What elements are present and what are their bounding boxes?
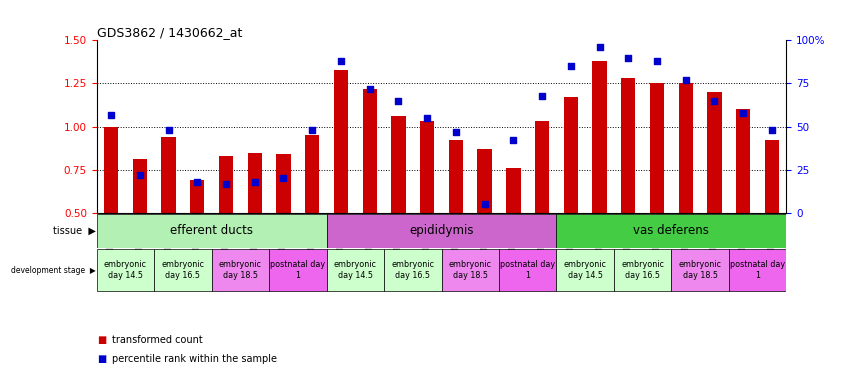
Point [191,179,204,185]
Point [305,127,319,133]
Point [363,86,377,92]
Bar [499,249,557,291]
Point [449,129,463,135]
Bar [362,89,377,213]
Text: postnatal day
1: postnatal day 1 [500,260,555,280]
Bar [277,154,291,213]
Bar [563,97,578,213]
Bar [614,249,671,291]
Point [277,175,290,182]
Bar [535,121,549,213]
Point [220,180,233,187]
Bar [219,156,233,213]
Point [478,201,491,207]
Bar [326,214,557,248]
Text: efferent ducts: efferent ducts [170,224,253,237]
Bar [478,149,492,213]
Bar [679,83,693,213]
Bar [621,78,636,213]
Point [104,111,118,118]
Bar [154,249,212,291]
Point [536,93,549,99]
Bar [190,180,204,213]
Bar [161,137,176,213]
Bar [764,141,779,213]
Text: embryonic
day 18.5: embryonic day 18.5 [219,260,262,280]
Bar [506,168,521,213]
Text: transformed count: transformed count [112,335,203,345]
Bar [592,61,606,213]
Text: embryonic
day 18.5: embryonic day 18.5 [449,260,492,280]
Bar [247,152,262,213]
Bar [557,249,614,291]
Text: epididymis: epididymis [410,224,473,237]
Text: embryonic
day 14.5: embryonic day 14.5 [334,260,377,280]
Bar [729,249,786,291]
Point [161,127,175,133]
Text: postnatal day
1: postnatal day 1 [730,260,785,280]
Point [679,77,692,83]
Text: ■: ■ [97,354,106,364]
Point [708,98,722,104]
Bar [384,249,442,291]
Point [650,58,664,64]
Bar [212,249,269,291]
Point [564,63,578,69]
Bar [326,249,384,291]
Text: ■: ■ [97,335,106,345]
Bar [671,249,729,291]
Point [392,98,405,104]
Point [133,172,146,178]
Text: percentile rank within the sample: percentile rank within the sample [112,354,277,364]
Point [765,127,779,133]
Text: embryonic
day 14.5: embryonic day 14.5 [104,260,147,280]
Point [334,58,347,64]
Point [621,55,635,61]
Bar [269,249,326,291]
Bar [133,159,147,213]
Text: vas deferens: vas deferens [633,224,709,237]
Point [737,110,750,116]
Point [506,137,520,144]
Bar [391,116,405,213]
Bar [97,249,154,291]
Bar [650,83,664,213]
Text: embryonic
day 18.5: embryonic day 18.5 [679,260,722,280]
Bar [97,214,326,248]
Bar [449,141,463,213]
Text: embryonic
day 16.5: embryonic day 16.5 [621,260,664,280]
Bar [707,92,722,213]
Bar [736,109,750,213]
Text: embryonic
day 16.5: embryonic day 16.5 [161,260,204,280]
Bar [334,70,348,213]
Bar [420,121,434,213]
Point [248,179,262,185]
Bar [104,127,119,213]
Bar [442,249,499,291]
Text: tissue  ▶: tissue ▶ [53,226,96,236]
Text: GDS3862 / 1430662_at: GDS3862 / 1430662_at [97,26,242,39]
Point [420,115,434,121]
Text: postnatal day
1: postnatal day 1 [270,260,325,280]
Point [593,44,606,50]
Bar [305,135,320,213]
Text: embryonic
day 14.5: embryonic day 14.5 [563,260,606,280]
Text: embryonic
day 16.5: embryonic day 16.5 [391,260,434,280]
Bar [557,214,786,248]
Text: development stage  ▶: development stage ▶ [11,266,96,275]
